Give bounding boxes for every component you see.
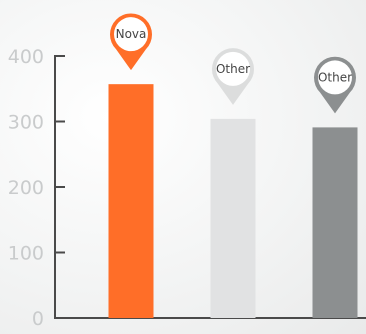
map-pin-icon: Other [314, 56, 356, 114]
category-label: Other [318, 70, 352, 84]
y-tick-label: 300 [8, 112, 44, 134]
map-pin-center [216, 51, 250, 86]
bar [210, 118, 256, 318]
y-tick-label: 400 [8, 46, 44, 68]
y-axis: 0 100 200 300 400 [8, 46, 366, 330]
bars [108, 84, 358, 319]
y-tick-label: 0 [32, 308, 44, 330]
category-label: Nova [116, 27, 147, 41]
bar [108, 84, 154, 318]
category-label: Other [216, 62, 250, 76]
bar [312, 127, 358, 319]
map-pin-center [114, 17, 148, 52]
bar-markers: Nova Other Other [110, 13, 356, 114]
map-pin-center [318, 60, 352, 95]
y-tick-label: 100 [8, 243, 44, 265]
map-pin-icon: Nova [110, 13, 152, 71]
y-tick-label: 200 [8, 177, 44, 199]
map-pin-icon: Other [211, 48, 254, 105]
